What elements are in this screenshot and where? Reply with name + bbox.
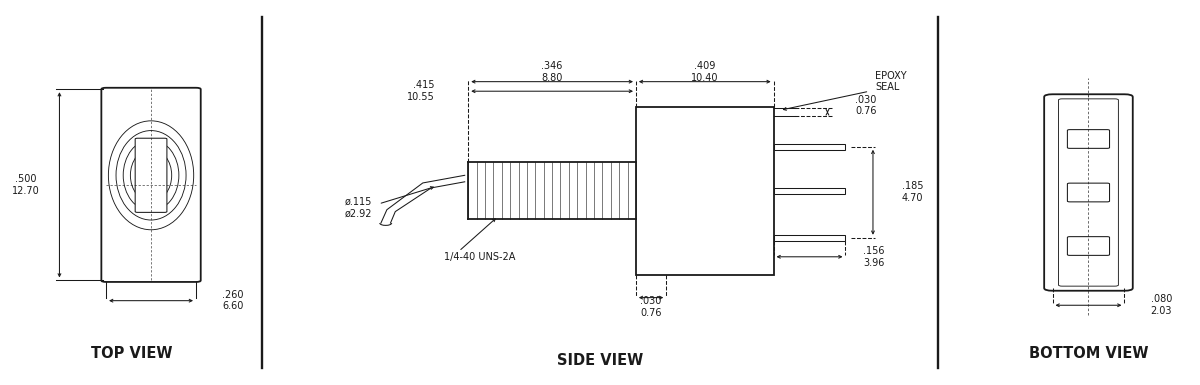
Text: BOTTOM VIEW: BOTTOM VIEW [1028, 345, 1148, 360]
Text: .409
10.40: .409 10.40 [691, 61, 719, 83]
Bar [774, 144, 846, 150]
Text: .260
6.60: .260 6.60 [222, 290, 244, 311]
FancyBboxPatch shape [1067, 237, 1110, 255]
Bar [774, 234, 846, 241]
FancyBboxPatch shape [101, 88, 200, 282]
Text: TOP VIEW: TOP VIEW [91, 345, 173, 360]
Text: .030
0.76: .030 0.76 [641, 296, 662, 318]
Bar [636, 107, 774, 275]
Bar [774, 187, 846, 194]
FancyBboxPatch shape [1044, 94, 1133, 291]
Text: .185
4.70: .185 4.70 [901, 181, 923, 203]
Text: 1/4-40 UNS-2A: 1/4-40 UNS-2A [444, 253, 516, 263]
Text: ø.115
ø2.92: ø.115 ø2.92 [346, 197, 372, 219]
FancyBboxPatch shape [1067, 130, 1110, 148]
Text: SIDE VIEW: SIDE VIEW [557, 353, 643, 368]
FancyBboxPatch shape [136, 138, 167, 213]
FancyBboxPatch shape [1058, 99, 1118, 286]
Text: .415
10.55: .415 10.55 [407, 80, 434, 102]
Text: EPOXY
SEAL: EPOXY SEAL [875, 71, 907, 92]
Text: .030
0.76: .030 0.76 [856, 95, 876, 116]
Text: .346
8.80: .346 8.80 [541, 61, 563, 83]
FancyBboxPatch shape [1067, 183, 1110, 202]
Text: .500
12.70: .500 12.70 [12, 174, 40, 196]
Text: .156
3.96: .156 3.96 [863, 246, 884, 268]
Text: .080
2.03: .080 2.03 [1151, 295, 1172, 316]
